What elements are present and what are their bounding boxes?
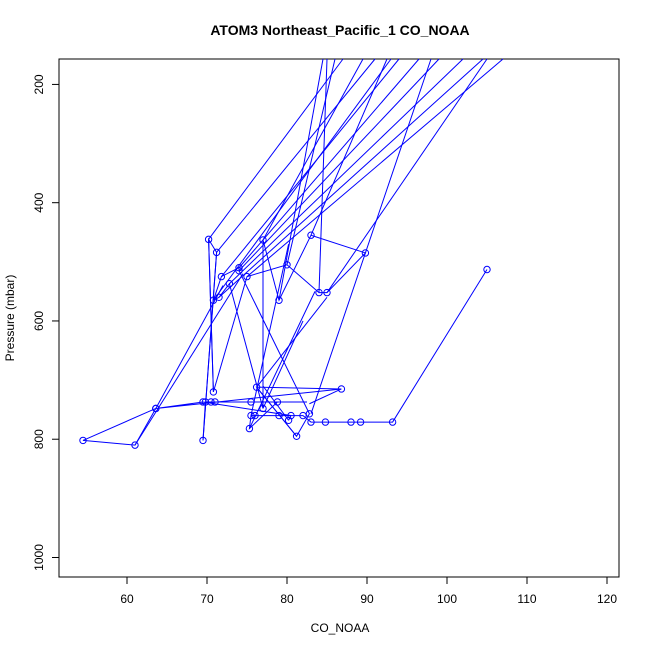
data-point bbox=[307, 418, 315, 426]
data-point bbox=[292, 432, 301, 440]
data-point bbox=[321, 418, 330, 426]
plot-area bbox=[79, 58, 504, 449]
series-segment bbox=[262, 320, 304, 409]
series-segment bbox=[326, 58, 488, 293]
data-point bbox=[259, 236, 267, 244]
x-tick-label: 100 bbox=[437, 592, 457, 606]
data-point bbox=[217, 272, 226, 281]
x-axis: 60 70 80 90 100 110 120 bbox=[120, 576, 617, 606]
data-point bbox=[259, 404, 267, 413]
series-segment bbox=[250, 243, 290, 416]
y-tick-label: 600 bbox=[32, 311, 46, 331]
series-segment bbox=[218, 58, 484, 298]
series-segment bbox=[212, 58, 392, 301]
series-segment bbox=[155, 285, 224, 409]
chart-title: ATOM3 Northeast_Pacific_1 CO_NOAA bbox=[210, 22, 469, 38]
x-axis-label: CO_NOAA bbox=[311, 621, 370, 635]
x-tick-label: 60 bbox=[120, 592, 134, 606]
y-tick-label: 200 bbox=[32, 74, 46, 94]
series-segment bbox=[134, 273, 244, 446]
y-axis-label: Pressure (mbar) bbox=[3, 275, 17, 362]
y-axis: 200 400 600 800 1000 bbox=[32, 74, 60, 571]
data-point bbox=[305, 410, 314, 418]
data-point bbox=[251, 411, 259, 420]
series-segment bbox=[238, 58, 440, 272]
y-tick-label: 800 bbox=[32, 429, 46, 449]
series-segment bbox=[364, 58, 432, 254]
series-segment bbox=[216, 58, 376, 253]
y-tick-label: 400 bbox=[32, 192, 46, 212]
series-segment bbox=[208, 58, 344, 240]
x-tick-label: 90 bbox=[360, 592, 374, 606]
series-segment bbox=[286, 58, 336, 265]
series-segment bbox=[318, 58, 328, 293]
series-segment bbox=[221, 58, 400, 277]
data-point bbox=[243, 272, 251, 281]
series-segment bbox=[248, 291, 316, 429]
data-point bbox=[347, 418, 355, 426]
series-segment bbox=[202, 252, 218, 441]
series-segment bbox=[278, 58, 324, 301]
series-segment bbox=[208, 239, 214, 392]
data-point bbox=[79, 436, 87, 445]
series-segment bbox=[229, 58, 464, 285]
series-segment bbox=[256, 386, 297, 437]
data-point bbox=[388, 418, 397, 426]
data-point bbox=[284, 416, 293, 424]
data-point bbox=[356, 418, 365, 426]
x-tick-label: 110 bbox=[517, 592, 536, 606]
series-line bbox=[82, 234, 488, 446]
x-tick-label: 120 bbox=[597, 592, 617, 606]
data-point bbox=[361, 249, 370, 257]
x-tick-label: 70 bbox=[200, 592, 214, 606]
series-segment bbox=[238, 58, 420, 269]
series-segment bbox=[309, 388, 342, 405]
series-segment bbox=[256, 296, 328, 388]
y-tick-label: 1000 bbox=[32, 544, 46, 571]
series-segment bbox=[262, 58, 364, 241]
data-point bbox=[337, 385, 346, 393]
data-point bbox=[483, 265, 491, 274]
x-tick-label: 80 bbox=[280, 592, 294, 606]
data-point bbox=[275, 411, 283, 420]
series-segment bbox=[310, 252, 366, 414]
series-segment bbox=[310, 58, 388, 236]
data-point bbox=[245, 424, 254, 433]
plot-frame bbox=[58, 58, 620, 578]
data-point bbox=[247, 411, 255, 420]
data-point bbox=[323, 288, 331, 297]
series-segment bbox=[262, 385, 290, 421]
data-point bbox=[131, 441, 139, 449]
data-point bbox=[307, 231, 315, 239]
